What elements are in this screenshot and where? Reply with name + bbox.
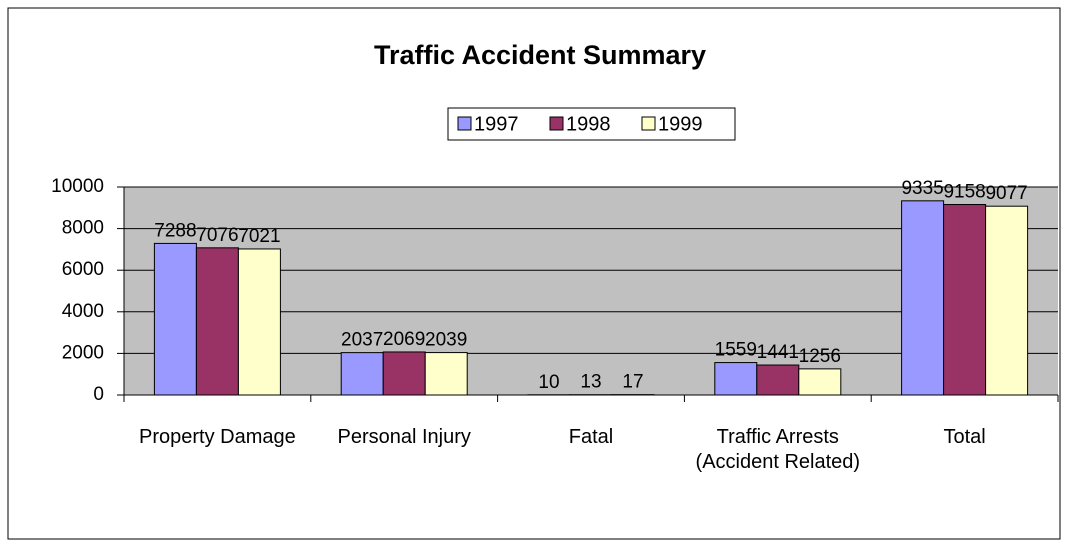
legend-swatch [641,116,656,131]
chart-title: Traffic Accident Summary [374,40,706,70]
legend-label: 1998 [566,113,611,135]
y-tick-label: 4000 [62,301,104,322]
bar [943,204,987,396]
bar [340,352,384,396]
legend-box [447,107,736,141]
bar [985,205,1029,396]
value-label: 7288 [154,220,196,241]
bar [901,200,945,396]
legend-swatch [549,116,564,131]
bar [714,362,758,396]
value-label: 17 [622,372,643,393]
legend-label: 1999 [658,113,703,135]
bar [798,368,842,396]
y-tick-label: 8000 [62,218,104,239]
bar [153,242,197,396]
value-label: 2069 [383,329,425,350]
value-label: 9335 [901,178,943,199]
x-tick-label: Personal Injury [337,426,471,448]
bar [237,248,281,396]
bar [756,364,800,396]
x-tick-label: Fatal [568,426,614,448]
value-label: 1559 [715,340,757,361]
value-label: 2037 [341,330,383,351]
value-label: 2039 [425,330,467,351]
value-label: 7076 [196,225,238,246]
value-label: 1441 [757,342,799,363]
bar [382,351,426,396]
x-tick-label: Traffic Arrests (Accident Related) [695,426,861,473]
y-tick-label: 2000 [62,342,104,363]
value-label: 1256 [799,346,841,367]
bar [424,352,468,396]
y-tick-label: 10000 [51,176,104,197]
value-label: 9077 [985,183,1027,204]
legend-swatch [457,116,472,131]
legend-label: 1997 [474,113,519,135]
bar [195,247,239,396]
x-tick-label: Property Damage [139,426,296,448]
y-tick-label: 6000 [62,259,104,280]
value-label: 9158 [943,182,985,203]
value-label: 10 [538,372,559,393]
y-tick-label: 0 [93,384,104,405]
value-label: 7021 [238,226,280,247]
value-label: 13 [580,372,601,393]
x-tick-label: Total [943,426,986,448]
